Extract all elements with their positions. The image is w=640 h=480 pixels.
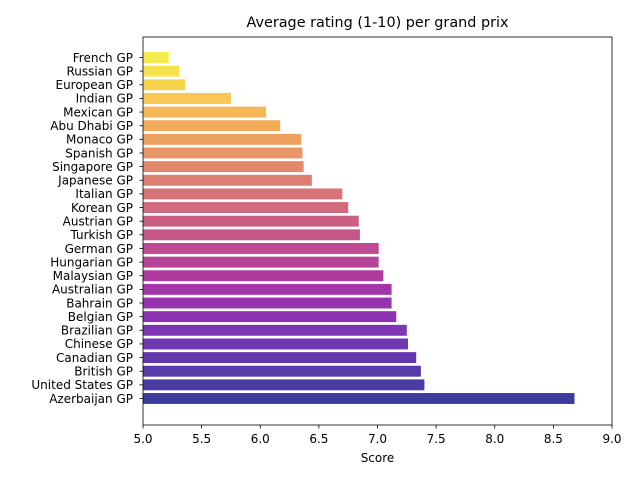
y-tick-label: Bahrain GP (66, 296, 133, 310)
y-tick-label: German GP (65, 242, 133, 256)
bar-australian-gp (143, 283, 392, 295)
bar-french-gp (143, 52, 169, 63)
y-tick-label: British GP (74, 365, 133, 379)
y-tick-label: Singapore GP (52, 160, 133, 174)
x-tick-label: 5.5 (192, 432, 211, 446)
y-tick-label: Hungarian GP (50, 255, 133, 269)
y-tick-label: Indian GP (76, 92, 133, 106)
x-tick-label: 9.0 (602, 432, 621, 446)
y-tick-label: Italian GP (75, 187, 133, 201)
bar-malaysian-gp (143, 270, 384, 282)
bar-austrian-gp (143, 215, 359, 227)
x-tick-labels: 5.0 5.5 6.0 6.5 7.0 7.5 8.0 8.5 9.0 (133, 425, 622, 446)
y-tick-label: Brazilian GP (61, 324, 133, 338)
bar-european-gp (143, 79, 186, 91)
bar-spanish-gp (143, 147, 303, 159)
bar-british-gp (143, 365, 421, 377)
x-tick-label: 5.0 (133, 432, 152, 446)
y-tick-label: Spanish GP (65, 146, 133, 160)
x-tick-label: 6.0 (251, 432, 270, 446)
y-tick-label: United States GP (31, 378, 133, 392)
bar-indian-gp (143, 92, 231, 104)
y-tick-label: Russian GP (66, 64, 133, 78)
y-tick-label: Azerbaijan GP (49, 392, 133, 406)
bar-bahrain-gp (143, 297, 392, 309)
y-tick-label: Mexican GP (63, 105, 133, 119)
bar-korean-gp (143, 202, 349, 213)
bar-chinese-gp (143, 338, 408, 350)
bar-turkish-gp (143, 229, 360, 241)
y-tick-label: Japanese GP (57, 174, 133, 188)
y-tick-label: Monaco GP (66, 133, 133, 147)
x-tick-label: 8.0 (485, 432, 504, 446)
bar-abu-dhabi-gp (143, 120, 281, 132)
bar-brazilian-gp (143, 324, 407, 336)
bar-german-gp (143, 243, 379, 254)
y-tick-label: French GP (73, 51, 133, 65)
y-tick-label: Abu Dhabi GP (50, 119, 133, 133)
y-tick-label: Canadian GP (56, 351, 133, 365)
x-axis-title: Score (361, 451, 395, 465)
y-tick-label: Turkish GP (69, 228, 133, 242)
bar-mexican-gp (143, 106, 267, 118)
y-tick-label: Belgian GP (68, 310, 133, 324)
bar-russian-gp (143, 65, 180, 77)
y-tick-label: Korean GP (71, 201, 133, 215)
x-tick-label: 7.0 (368, 432, 387, 446)
chart-title: Average rating (1-10) per grand prix (246, 15, 509, 31)
x-tick-label: 8.5 (544, 432, 563, 446)
bar-singapore-gp (143, 161, 304, 173)
y-tick-label: Malaysian GP (53, 269, 133, 283)
bar-italian-gp (143, 188, 343, 200)
x-tick-label: 7.5 (427, 432, 446, 446)
x-tick-label: 6.5 (309, 432, 328, 446)
bar-united-states-gp (143, 379, 425, 391)
bars-group (143, 52, 575, 404)
y-tick-label: Austrian GP (63, 214, 133, 228)
bar-belgian-gp (143, 311, 397, 323)
y-tick-label: Australian GP (52, 283, 133, 297)
bar-hungarian-gp (143, 256, 379, 268)
y-tick-label: Chinese GP (65, 337, 133, 351)
bar-monaco-gp (143, 133, 302, 145)
bar-canadian-gp (143, 352, 417, 364)
bar-japanese-gp (143, 174, 312, 186)
bar-azerbaijan-gp (143, 393, 575, 404)
plot-frame (142, 36, 613, 426)
y-tick-label: European GP (55, 78, 133, 92)
